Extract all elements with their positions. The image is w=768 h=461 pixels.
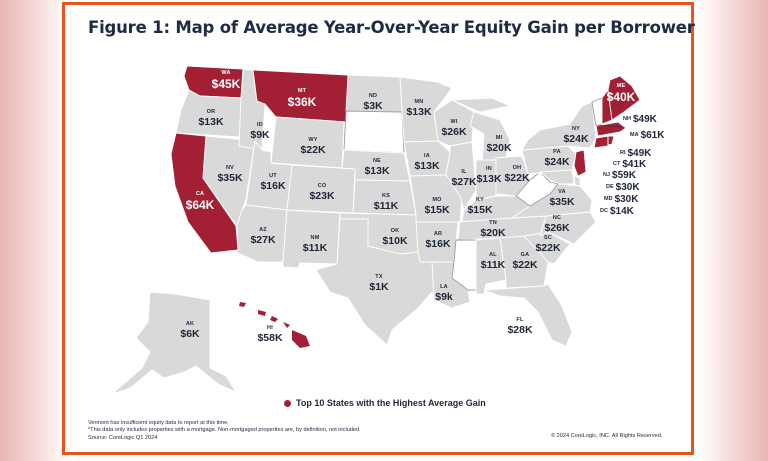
state-label-OR: OR $13K [198, 109, 224, 128]
state-label-AL: AL $11K [480, 252, 506, 271]
side-label-MA: MA $61K [630, 129, 665, 141]
state-MD [539, 169, 575, 185]
state-NJ [573, 149, 587, 177]
state-label-MN: MN $13K [406, 99, 432, 118]
state-label-VA: VA $35K [549, 189, 575, 208]
note-source: Source: CoreLogic Q1 2024 [88, 434, 158, 441]
state-IL [445, 141, 477, 211]
side-label-CT: CT $41K [613, 158, 647, 170]
side-label-NH: NH $49K [623, 113, 657, 125]
state-NY [521, 101, 597, 151]
state-label-AR: AR $16K [425, 231, 451, 250]
state-label-KS: KS $11K [373, 193, 399, 212]
side-label-DE: DE $30K [606, 181, 640, 193]
state-HI [239, 302, 310, 348]
map-legend: Top 10 States with the Highest Average G… [284, 398, 486, 408]
state-FL [483, 283, 573, 347]
state-label-NY: NY $24K [563, 126, 589, 145]
state-label-ID: ID $9K [250, 122, 270, 141]
state-ME [607, 75, 641, 121]
state-label-NV: NV $35K [217, 165, 243, 184]
state-label-UT: UT $16K [260, 173, 286, 192]
state-label-LA: LA $9k [435, 284, 453, 303]
state-label-CA: CA $64K [185, 191, 215, 212]
state-AK [111, 291, 237, 395]
state-SD [343, 110, 405, 154]
state-label-NM: NM $11K [302, 235, 328, 254]
state-label-AK: AK $6K [180, 321, 200, 340]
state-label-WI: WI $26K [441, 119, 467, 138]
state-label-NE: NE $13K [364, 158, 390, 177]
state-label-MI: MI $20K [486, 135, 512, 154]
state-label-CO: CO $23K [309, 183, 335, 202]
state-label-IL: IL $27K [451, 169, 477, 188]
state-label-SC: SC $22K [535, 235, 561, 254]
state-label-IA: IA $13K [414, 153, 440, 172]
side-label-MD: MD $30K [604, 193, 639, 205]
side-label-RI: RI $49K [620, 147, 652, 159]
state-label-KY: KY $15K [467, 197, 493, 216]
note-mortgage: *This data only includes properties with… [88, 427, 361, 434]
state-label-FL: FL $28K [507, 317, 533, 336]
state-CT [593, 135, 609, 149]
legend-swatch [284, 400, 291, 408]
state-RI [607, 135, 615, 146]
side-label-DC: DC $14K [600, 205, 634, 217]
legend-label: Top 10 States with the Highest Average G… [296, 398, 486, 408]
note-vermont: Vermont has insufficient equity data to … [88, 420, 229, 426]
state-label-TX: TX $1K [369, 274, 389, 293]
copyright: © 2024 CoreLogic, INC. All Rights Reserv… [551, 433, 663, 439]
state-label-ND: ND $3K [363, 93, 383, 112]
side-label-NJ: NJ $59K [603, 169, 636, 181]
state-label-HI: HI $58K [257, 325, 283, 344]
figure-title: Figure 1: Map of Average Year-Over-Year … [88, 18, 695, 37]
state-label-NC: NC $26K [544, 215, 570, 234]
state-DE [573, 175, 581, 187]
state-label-AZ: AZ $27K [250, 227, 276, 246]
state-label-TN: TN $20K [480, 220, 506, 239]
state-label-PA: PA $24K [544, 149, 570, 168]
state-label-MT: MT $36K [287, 88, 317, 109]
state-label-WA: WA $45K [211, 70, 241, 91]
state-label-WY: WY $22K [300, 137, 326, 156]
state-label-IN: IN $13K [476, 166, 502, 185]
footnotes: Vermont has insufficient equity data to … [88, 420, 361, 442]
state-label-OH: OH $22K [504, 165, 530, 184]
state-label-OK: OK $10K [382, 228, 408, 247]
state-label-ME: ME $40K [606, 83, 636, 104]
state-TX [315, 218, 435, 346]
state-label-GA: GA $22K [512, 252, 538, 271]
state-label-MO: MO $15K [424, 197, 450, 216]
